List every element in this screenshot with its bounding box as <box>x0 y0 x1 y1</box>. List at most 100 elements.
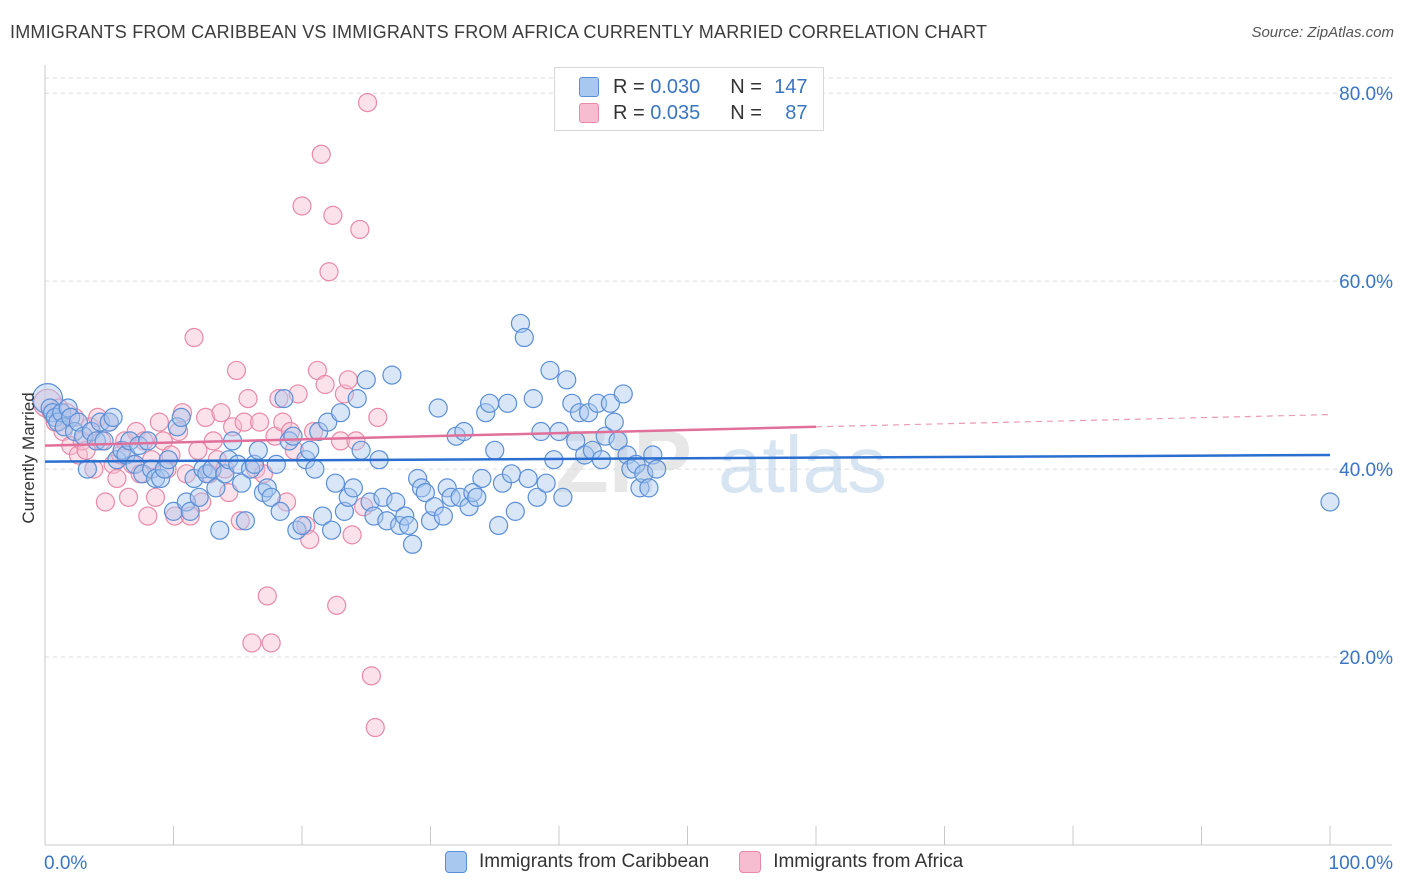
point-africa <box>323 205 343 225</box>
point-caribbean <box>129 436 149 456</box>
legend-r-label: R = <box>613 75 645 98</box>
point-caribbean <box>171 407 191 428</box>
point-caribbean <box>386 492 406 512</box>
gridlines <box>45 77 1392 658</box>
point-caribbean <box>338 487 358 507</box>
tick-labels: 20.0% 40.0% 60.0% 80.0% 0.0% 100.0% <box>44 84 1393 874</box>
point-africa <box>219 482 239 503</box>
point-caribbean <box>549 421 569 442</box>
point-africa <box>184 327 204 348</box>
point-caribbean <box>94 431 114 451</box>
point-africa <box>196 407 216 428</box>
axes <box>44 65 1392 846</box>
point-caribbean <box>232 473 252 493</box>
point-caribbean <box>283 426 303 446</box>
point-caribbean <box>360 492 380 512</box>
point-caribbean <box>647 459 667 479</box>
point-caribbean <box>510 313 531 334</box>
point-caribbean <box>343 478 363 498</box>
point-caribbean <box>257 478 277 498</box>
point-caribbean <box>472 468 492 489</box>
y-axis-label: Currently Married <box>19 392 38 523</box>
point-africa <box>319 262 339 282</box>
point-africa <box>276 492 297 512</box>
legend-swatch-africa <box>739 851 762 873</box>
point-africa <box>238 389 258 409</box>
legend-n-label: N = <box>730 75 762 98</box>
legend-swatch-africa <box>579 103 599 123</box>
point-caribbean <box>351 440 371 460</box>
legend-n-label: N = <box>730 101 762 124</box>
legend-item-caribbean[interactable]: Immigrants from Caribbean <box>445 851 709 873</box>
point-caribbean <box>318 412 338 432</box>
point-caribbean <box>321 520 342 540</box>
point-africa <box>95 492 115 512</box>
point-caribbean <box>600 393 621 413</box>
point-caribbean <box>163 501 184 521</box>
point-caribbean <box>382 365 402 385</box>
point-africa <box>342 525 362 545</box>
point-caribbean <box>514 327 534 348</box>
stats-legend: R = 0.030 N = 147 R = 0.035 N = 87 <box>554 67 824 131</box>
point-caribbean <box>433 506 453 526</box>
point-africa <box>188 440 208 460</box>
point-caribbean <box>151 468 171 489</box>
legend-r-label: R = <box>613 101 645 124</box>
point-caribbean <box>312 506 333 526</box>
point-caribbean <box>553 487 573 507</box>
point-caribbean <box>54 417 74 437</box>
point-africa <box>226 360 247 381</box>
point-caribbean <box>518 468 538 489</box>
point-africa <box>149 412 169 432</box>
point-africa <box>303 421 324 442</box>
point-africa <box>230 511 250 531</box>
point-caribbean <box>138 431 158 451</box>
point-caribbean <box>292 515 312 536</box>
point-africa <box>288 384 308 404</box>
point-africa <box>311 144 331 164</box>
legend-r-value: 0.030 <box>650 75 701 98</box>
point-caribbean <box>270 501 290 521</box>
point-africa <box>315 374 335 395</box>
point-africa <box>269 389 289 409</box>
trend-lines <box>44 413 1331 463</box>
y-tick-label: 80.0% <box>1339 84 1393 105</box>
point-africa <box>334 384 355 404</box>
point-caribbean <box>639 478 659 498</box>
legend-n-value: 147 <box>774 75 808 98</box>
point-caribbean <box>305 459 325 479</box>
point-caribbean <box>489 515 509 536</box>
point-africa <box>211 403 231 423</box>
point-caribbean <box>347 389 367 409</box>
legend-n-value: 87 <box>785 101 808 124</box>
point-caribbean <box>377 511 397 531</box>
point-caribbean <box>604 412 624 432</box>
point-africa <box>346 431 366 451</box>
point-africa <box>357 92 378 113</box>
y-tick-label: 40.0% <box>1339 460 1393 481</box>
trendline-africa <box>44 425 817 447</box>
point-caribbean <box>634 464 654 484</box>
point-caribbean <box>395 506 415 526</box>
point-caribbean <box>68 412 89 432</box>
point-caribbean <box>64 421 85 442</box>
legend-row-africa: R = 0.035 N = 87 <box>579 101 808 125</box>
point-africa <box>368 407 388 428</box>
y-tick-label: 60.0% <box>1339 272 1393 293</box>
trendline-africa-extension <box>815 413 1331 428</box>
legend-swatch-caribbean <box>579 77 599 97</box>
point-africa <box>330 431 351 451</box>
point-caribbean <box>527 487 547 507</box>
legend-swatch-caribbean <box>445 851 467 873</box>
point-caribbean <box>248 440 268 460</box>
legend-item-africa[interactable]: Immigrants from Africa <box>739 851 963 873</box>
point-caribbean <box>505 501 525 521</box>
point-caribbean <box>261 487 281 507</box>
point-caribbean <box>103 407 123 428</box>
point-caribbean <box>402 534 423 554</box>
point-africa <box>350 219 370 240</box>
point-africa <box>242 633 262 653</box>
point-caribbean <box>206 478 226 498</box>
point-africa <box>338 370 358 390</box>
